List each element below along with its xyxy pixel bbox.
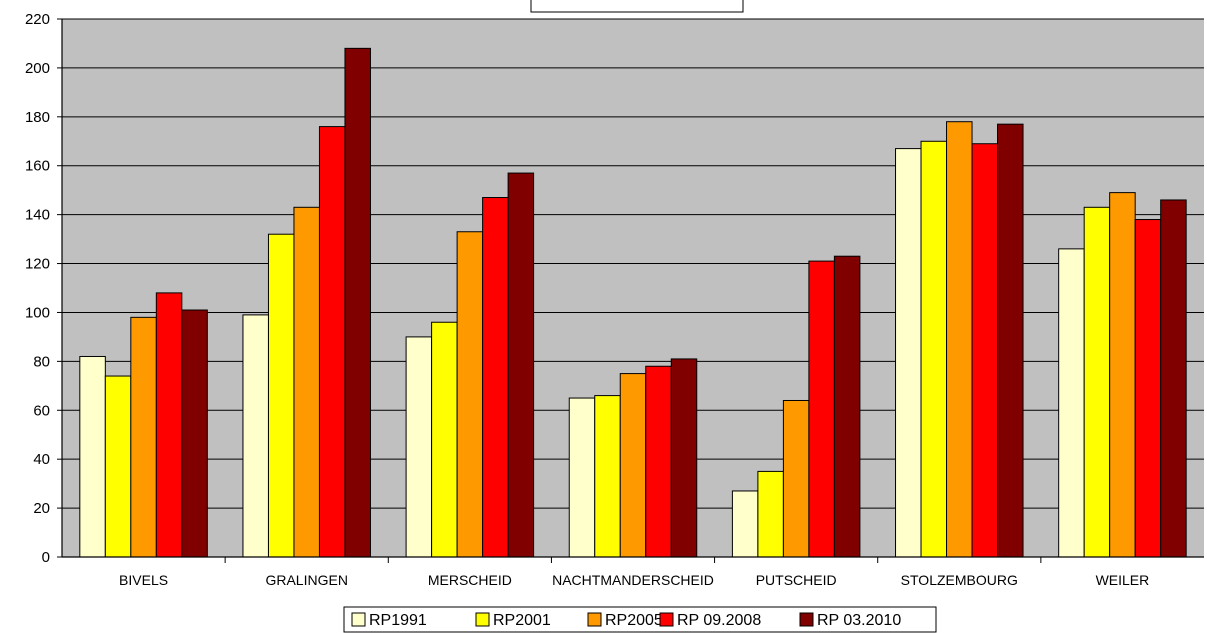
bar-rp-09-2008-merscheid xyxy=(482,197,509,558)
y-tick-label: 120 xyxy=(25,256,50,273)
x-category-label: BIVELS xyxy=(119,572,168,588)
legend: RP1991 RP2001 RP2005 RP 09.2008 RP 03.2010 xyxy=(343,606,937,633)
legend-box xyxy=(343,606,937,633)
bar-rp-09-2008-weiler xyxy=(1134,219,1162,558)
bar-rp2005-gralingen xyxy=(293,206,320,558)
legend-swatch xyxy=(587,612,602,627)
bar-rp2005-stolzembourg xyxy=(946,121,973,558)
bar-rp1991-stolzembourg xyxy=(895,148,922,558)
x-category-label: STOLZEMBOURG xyxy=(901,572,1018,588)
bar-rp1991-nachtmanderscheid xyxy=(568,397,596,558)
bar-rp2001-nachtmanderscheid xyxy=(594,395,621,558)
legend-swatch xyxy=(799,612,814,627)
bar-rp1991-merscheid xyxy=(405,336,433,558)
bar-rp-09-2008-putscheid xyxy=(808,260,835,558)
y-tick-label: 0 xyxy=(42,549,50,566)
bar-rp1991-weiler xyxy=(1058,248,1085,558)
bar-rp-09-2008-bivels xyxy=(155,292,183,558)
y-tick-label: 220 xyxy=(25,11,50,28)
legend-label: RP2001 xyxy=(493,612,551,629)
bar-rp-03-2010-gralingen xyxy=(344,47,371,558)
axes: 0 20 40 60 80 100 120 140 160 180 200 220 BIVELS GRAL… xyxy=(25,0,1204,588)
bar-rp2005-weiler xyxy=(1109,192,1136,558)
legend-swatch xyxy=(659,612,674,627)
bar-rp2005-nachtmanderscheid xyxy=(619,373,647,558)
x-category-label: WEILER xyxy=(1096,572,1150,588)
bar-rp-09-2008-gralingen xyxy=(318,126,346,558)
bar-rp-09-2008-stolzembourg xyxy=(971,143,999,558)
y-tick-label: 200 xyxy=(25,60,50,77)
bar-rp2001-merscheid xyxy=(431,321,458,558)
bar-rp2001-stolzembourg xyxy=(920,140,948,558)
bar-rp-03-2010-nachtmanderscheid xyxy=(670,358,698,558)
y-tick-label: 60 xyxy=(33,402,50,419)
y-tick-label: 140 xyxy=(25,207,50,224)
legend-swatch xyxy=(475,612,490,627)
bar-rp-03-2010-bivels xyxy=(181,309,208,558)
y-tick-label: 40 xyxy=(33,451,50,468)
title-box xyxy=(530,0,744,13)
bar-rp2005-bivels xyxy=(130,316,157,558)
bar-rp-09-2008-nachtmanderscheid xyxy=(645,365,672,558)
bar-rp1991-putscheid xyxy=(731,490,759,558)
bar-rp2005-putscheid xyxy=(782,399,810,558)
y-tick-label: 20 xyxy=(33,500,50,517)
x-category-label: GRALINGEN xyxy=(265,572,347,588)
bar-rp1991-gralingen xyxy=(242,314,269,558)
y-tick-label: 100 xyxy=(25,304,50,321)
bars xyxy=(79,47,1187,558)
y-tick-label: 160 xyxy=(25,158,50,175)
bar-rp2001-putscheid xyxy=(757,470,784,558)
legend-swatch xyxy=(351,612,366,627)
legend-label: RP 03.2010 xyxy=(817,612,901,629)
bar-rp2001-bivels xyxy=(104,375,132,558)
bar-rp-03-2010-stolzembourg xyxy=(997,123,1024,558)
bar-rp2001-weiler xyxy=(1083,206,1111,558)
x-category-label: MERSCHEID xyxy=(428,572,512,588)
x-category-label: NACHTMANDERSCHEID xyxy=(552,572,714,588)
bar-rp-03-2010-weiler xyxy=(1160,199,1187,558)
bar-rp-03-2010-merscheid xyxy=(507,172,535,558)
y-tick-label: 80 xyxy=(33,353,50,370)
y-tick-label: 180 xyxy=(25,109,50,126)
bar-rp1991-bivels xyxy=(79,355,106,558)
bar-rp2005-merscheid xyxy=(456,231,484,558)
bar-rp2001-gralingen xyxy=(267,233,295,558)
legend-label: RP2005 xyxy=(605,612,663,629)
x-category-label: PUTSCHEID xyxy=(756,572,837,588)
legend-label: RP 09.2008 xyxy=(677,612,761,629)
bar-rp-03-2010-putscheid xyxy=(833,255,861,558)
legend-label: RP1991 xyxy=(369,612,427,629)
